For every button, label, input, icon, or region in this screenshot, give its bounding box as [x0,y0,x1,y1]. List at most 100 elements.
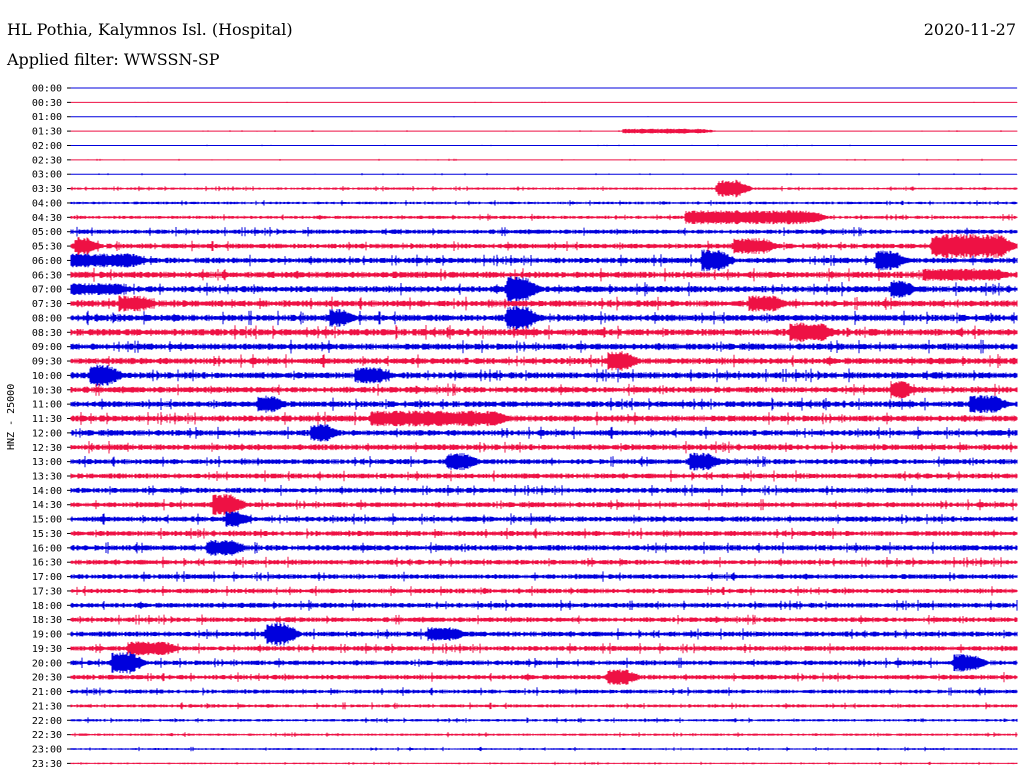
seismic-trace [70,410,1018,427]
time-label: 12:00 [32,428,62,439]
time-label: 07:30 [32,299,62,310]
seismic-trace [70,234,1018,259]
seismic-trace [70,249,1018,272]
time-label: 03:30 [32,184,62,195]
time-label: 21:30 [32,701,62,712]
seismic-trace [70,305,1018,331]
seismic-trace [70,556,1018,568]
time-label: 11:00 [32,400,62,411]
time-label: 03:00 [32,170,62,181]
time-label: 15:30 [32,529,62,540]
seismic-trace [70,267,1018,282]
time-label: 05:00 [32,227,62,238]
time-label: 09:30 [32,357,62,368]
time-label: 01:00 [32,112,62,123]
time-label: 19:00 [32,630,62,641]
time-label: 14:00 [32,486,62,497]
seismic-trace [70,669,1018,685]
seismic-trace [70,364,1018,387]
seismic-trace [70,622,1018,646]
seismic-trace [70,586,1018,596]
seismic-trace [70,381,1018,399]
seismic-trace [70,571,1018,582]
time-label: 23:00 [32,745,62,756]
time-label: 05:30 [32,242,62,253]
time-label: 18:00 [32,601,62,612]
time-label: 10:30 [32,385,62,396]
seismic-trace [70,128,1018,134]
seismic-trace [70,732,1018,738]
seismic-trace [70,527,1018,540]
record-date: 2020-11-27 [923,20,1016,39]
time-label: 07:00 [32,285,62,296]
seismic-trace [70,484,1018,497]
time-label: 11:30 [32,414,62,425]
seismic-trace [70,276,1018,303]
seismic-trace [70,651,1018,674]
time-label: 17:00 [32,572,62,583]
seismic-trace [70,101,1018,103]
seismic-trace [70,641,1018,656]
seismic-trace [70,540,1018,556]
filter-label: Applied filter: WWSSN-SP [7,50,220,69]
time-label: 20:30 [32,673,62,684]
time-label: 12:30 [32,443,62,454]
seismic-trace [70,210,1018,225]
time-label: 02:30 [32,155,62,166]
seismic-trace [70,511,1018,528]
seismic-trace [70,179,1018,198]
seismic-trace [70,441,1018,454]
time-label: 19:30 [32,644,62,655]
time-label: 08:30 [32,328,62,339]
seismic-trace [70,158,1018,161]
seismic-trace [70,351,1018,371]
time-label: 00:00 [32,84,62,95]
seismic-trace [70,614,1018,625]
seismic-trace [70,761,1018,766]
time-label: 15:00 [32,515,62,526]
seismic-trace [70,494,1018,516]
time-label: 01:30 [32,127,62,138]
time-label: 08:00 [32,313,62,324]
seismic-trace [70,144,1018,147]
time-label: 00:30 [32,98,62,109]
time-label: 20:00 [32,658,62,669]
seismic-trace [70,116,1018,118]
seismic-trace [70,322,1018,343]
time-label: 06:00 [32,256,62,267]
seismic-trace [70,339,1018,354]
time-label: 04:30 [32,213,62,224]
time-label: 14:30 [32,500,62,511]
time-label: 13:30 [32,471,62,482]
seismic-trace [70,295,1018,312]
seismic-trace [70,702,1018,710]
time-label: 10:00 [32,371,62,382]
time-label: 23:30 [32,759,62,770]
seismic-trace [70,226,1018,237]
time-label: 21:00 [32,687,62,698]
time-label: 16:30 [32,558,62,569]
seismic-trace [70,599,1018,611]
seismic-trace [70,687,1018,696]
time-label: 09:00 [32,342,62,353]
time-label: 18:30 [32,615,62,626]
seismic-trace [70,717,1018,724]
seismic-trace [70,395,1018,413]
time-label: 17:30 [32,586,62,597]
time-label: 02:00 [32,141,62,152]
seismic-trace [70,470,1018,482]
seismic-trace [70,200,1018,206]
seismic-trace [70,452,1018,471]
station-title: HL Pothia, Kalymnos Isl. (Hospital) [7,20,293,39]
seismic-trace [70,87,1018,89]
time-label: 22:00 [32,716,62,727]
seismic-trace [70,173,1018,176]
time-label: 16:00 [32,543,62,554]
time-label: 06:30 [32,270,62,281]
time-label: 22:30 [32,730,62,741]
seismic-trace [70,746,1018,752]
time-label: 04:00 [32,198,62,209]
time-label: 13:00 [32,457,62,468]
seismic-trace [70,424,1018,442]
